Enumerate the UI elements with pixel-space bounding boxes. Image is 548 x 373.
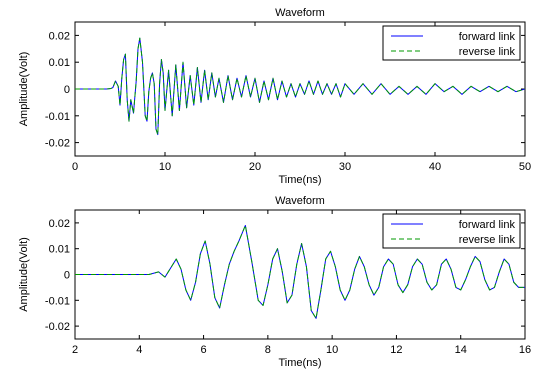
series-line-reverse [75, 224, 525, 319]
x-tick-label: 6 [201, 344, 207, 356]
legend: forward link reverse link [382, 213, 521, 249]
x-axis-label: Time(ns) [279, 174, 322, 186]
x-tick-label: 2 [72, 344, 78, 356]
legend-label: forward link [459, 219, 516, 231]
legend-label: forward link [459, 31, 516, 43]
y-tick-label: 0.01 [49, 244, 70, 256]
legend-box [382, 25, 521, 61]
legend-label: reverse link [459, 46, 516, 58]
x-axis-label: Time(ns) [279, 357, 322, 369]
chart-title: Waveform [275, 195, 325, 207]
x-tick-label: 0 [72, 161, 78, 173]
y-tick-label: -0.02 [45, 138, 70, 150]
x-tick-label: 20 [249, 161, 261, 173]
x-tick-label: 10 [326, 344, 338, 356]
x-tick-label: 14 [455, 344, 467, 356]
x-tick-label: 30 [339, 161, 351, 173]
legend-label: reverse link [459, 234, 516, 246]
chart-2: Waveform 2 4 6 8 10 12 14 16 -0.02 -0.01 0 0.01 0.02 T… [18, 195, 531, 369]
y-tick-label: 0.02 [49, 218, 70, 230]
y-axis-label: Amplitude(Volt) [18, 52, 30, 127]
x-tick-label: 10 [159, 161, 171, 173]
legend-box [382, 213, 521, 249]
y-tick-label: -0.01 [45, 295, 70, 307]
y-tick-label: 0.01 [49, 57, 70, 69]
y-tick-label: 0 [64, 84, 70, 96]
chart-title: Waveform [275, 7, 325, 19]
chart-1: Waveform 0 10 20 30 40 50 -0.02 -0.01 0 0.01 0.02 Ti… [18, 7, 531, 186]
series-line-reverse [75, 37, 525, 136]
x-tick-label: 12 [390, 344, 402, 356]
x-tick-label: 40 [429, 161, 441, 173]
y-tick-label: 0.02 [49, 30, 70, 42]
y-tick-label: 0 [64, 270, 70, 282]
legend: forward link reverse link [382, 25, 521, 61]
y-tick-label: -0.02 [45, 321, 70, 333]
x-tick-label: 4 [136, 344, 142, 356]
y-tick-label: -0.01 [45, 111, 70, 123]
x-tick-label: 8 [265, 344, 271, 356]
x-tick-label: 16 [519, 344, 531, 356]
x-tick-label: 50 [519, 161, 531, 173]
y-axis-label: Amplitude(Volt) [18, 237, 30, 312]
